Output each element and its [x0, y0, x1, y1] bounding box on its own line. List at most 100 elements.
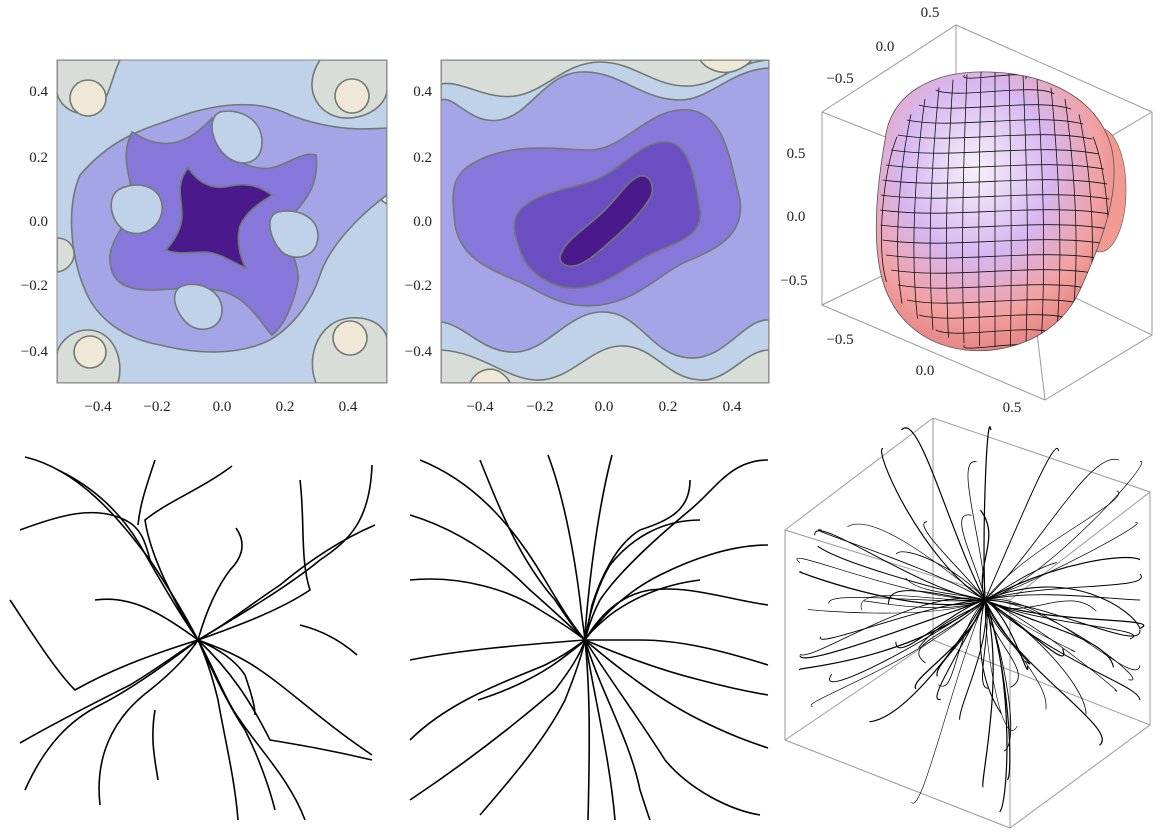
stream-3d-line	[984, 599, 1097, 612]
contour-b-x-tick: 0.2	[659, 399, 678, 415]
stream-3d-line	[984, 599, 1065, 657]
surface-3d-tick: 0.5	[921, 5, 940, 21]
surface-3d-shape	[875, 71, 1127, 352]
mesh-line-horizontal	[880, 224, 1110, 230]
surface-3d-tick: −0.5	[826, 332, 853, 348]
stream-3d-line	[984, 461, 1143, 601]
stream-3d-line	[984, 458, 1120, 601]
stream-3d-line	[961, 514, 986, 601]
stream-line	[197, 639, 256, 716]
contour-b-peak-top	[699, 60, 754, 74]
stream-line	[19, 639, 199, 744]
contour-a-x-tick: 0.0	[213, 399, 232, 415]
mesh-line-horizontal	[886, 164, 1104, 170]
stream-line	[409, 514, 586, 641]
contour-a-pocket-left	[110, 184, 163, 235]
mesh-line-vertical	[929, 87, 940, 330]
mesh-line-horizontal	[897, 284, 1093, 290]
mesh-line-horizontal	[891, 269, 1099, 275]
surface-3d-mesh	[879, 71, 1111, 350]
surface-3d-tick: −0.5	[780, 273, 807, 289]
stream-line	[137, 459, 156, 526]
contour-a-x-tick: −0.2	[143, 399, 170, 415]
stream-line	[584, 639, 769, 696]
mesh-line-vertical	[978, 71, 982, 347]
contour-b-y-tick: 0.0	[413, 214, 432, 230]
stream-line	[584, 639, 769, 749]
stream-3d-line	[796, 557, 986, 601]
contour-b-peak-bottom	[469, 368, 511, 383]
stream-line	[409, 639, 586, 661]
surface-3d-tick: 0.0	[787, 209, 806, 225]
contour-a-peak-bl	[73, 335, 107, 369]
stream-line	[57, 469, 199, 641]
stream-line	[94, 598, 199, 641]
stream-3d-line	[984, 599, 1047, 710]
stream-line	[409, 578, 586, 641]
mesh-line-vertical	[1008, 71, 1012, 347]
stream-line	[197, 639, 276, 811]
contour-b-band-top-1	[441, 60, 769, 98]
stream-3d-line	[984, 599, 1141, 637]
stream-line	[547, 454, 586, 641]
contour-a-y-tick: 0.0	[29, 214, 48, 230]
stream-3d-line	[984, 522, 1138, 601]
stream-3d-line	[984, 599, 1103, 746]
stream-3d-line	[984, 599, 1029, 670]
stream-line	[197, 639, 373, 756]
stream-line	[584, 579, 701, 641]
stream-3d-line	[984, 490, 1119, 601]
contour-b-band-bottom-1	[441, 345, 769, 383]
mesh-line-horizontal	[897, 134, 1093, 140]
stream-line	[409, 639, 586, 801]
contour-b-y-axis: 0.4 0.2 0.0 −0.2 −0.4	[405, 84, 433, 360]
surface-3d-tick: 0.0	[876, 39, 895, 55]
stream-line	[299, 624, 358, 656]
stream-3d-line	[984, 448, 1059, 601]
stream-3d-line	[984, 599, 1115, 668]
stream-3d-line	[984, 599, 1118, 692]
stream-3d-line	[807, 599, 986, 614]
contour-plot-a: −0.4 −0.2 0.0 0.2 0.4 0.4 0.2 0.0 −0.2 −…	[21, 59, 388, 415]
contour-a-peak-tl	[69, 79, 107, 117]
contour-b-x-axis: −0.4 −0.2 0.0 0.2 0.4	[466, 399, 741, 415]
mesh-line-horizontal	[886, 254, 1104, 260]
stream-3d-line	[918, 599, 986, 648]
mesh-line-horizontal	[879, 209, 1111, 215]
contour-a-x-tick: −0.4	[84, 399, 112, 415]
stream-3d-line	[984, 556, 1141, 601]
contour-a-frame	[56, 59, 388, 384]
stream-3d-line	[938, 599, 986, 687]
contour-b-frame	[440, 59, 770, 384]
stream-3d-line	[911, 599, 986, 804]
contour-a-minimum	[164, 166, 274, 270]
contour-a-x-tick: 0.2	[276, 399, 295, 415]
mesh-line-horizontal	[918, 314, 1072, 320]
stream-3d-line	[895, 551, 986, 601]
mesh-line-horizontal	[906, 299, 1084, 305]
contour-a-y-tick: 0.2	[29, 150, 48, 166]
mesh-line-vertical	[1064, 98, 1077, 319]
stream-line	[584, 544, 769, 641]
stream-3d-line	[984, 599, 1076, 652]
stream-line	[197, 524, 376, 641]
mesh-line-horizontal	[880, 194, 1110, 200]
stream-line	[19, 511, 151, 561]
contour-a-pocket-right	[269, 210, 319, 258]
stream-3d-line	[936, 599, 986, 677]
stream-line	[197, 527, 243, 641]
contour-a-peak-br	[332, 320, 368, 356]
contour-b-y-tick: 0.4	[413, 84, 432, 100]
stream-3d-line	[984, 573, 1142, 601]
contour-a-edge-left	[57, 237, 75, 273]
stream-3d-line	[918, 599, 986, 664]
contour-a-pocket-top	[211, 110, 263, 164]
stream-lines-a	[9, 456, 376, 821]
surface-3d-tick: −0.5	[826, 71, 853, 87]
stream-line	[197, 639, 239, 821]
stream-line	[9, 599, 199, 691]
stream-3d-line	[983, 426, 992, 601]
surface-3d-panel: 0.5 0.0 −0.5 0.5 0.0 −0.5 −0.5 0.0 0.5	[780, 5, 1153, 416]
stream-line	[479, 459, 586, 641]
stream-line	[584, 639, 591, 821]
